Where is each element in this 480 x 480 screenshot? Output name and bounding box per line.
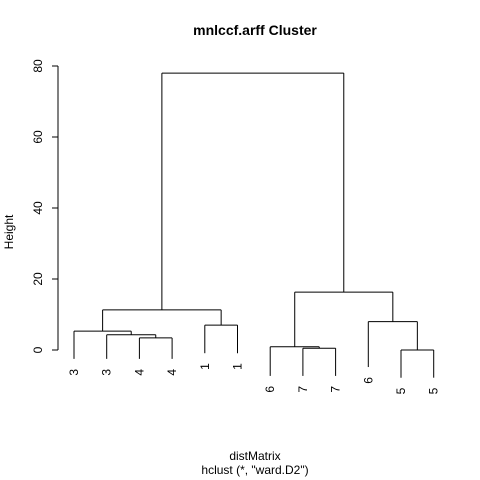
y-axis: 0 20 40 60 80 — [31, 59, 59, 353]
y-axis-label: Height — [2, 214, 16, 249]
y-tick-label-0: 0 — [31, 346, 45, 353]
leaf-label-2: 4 — [132, 369, 146, 376]
leaf-label-4: 1 — [198, 363, 212, 370]
leaf-label-6: 6 — [263, 386, 277, 393]
dendrogram-tree — [73, 72, 435, 378]
leaf-label-11: 5 — [427, 387, 441, 394]
leaf-label-1: 3 — [100, 369, 114, 376]
leaf-label-8: 7 — [329, 386, 343, 393]
y-tick-label-40: 40 — [31, 201, 45, 215]
leaf-label-7: 7 — [296, 386, 310, 393]
y-tick-label-60: 60 — [31, 130, 45, 144]
leaf-label-5: 1 — [231, 363, 245, 370]
leaf-labels: 3 3 4 4 1 1 6 7 7 6 5 5 — [67, 363, 441, 394]
x-axis-label: distMatrix — [229, 449, 280, 463]
leaf-label-3: 4 — [165, 369, 179, 376]
chart-title: mnlccf.arff Cluster — [193, 22, 317, 38]
leaf-label-9: 6 — [361, 377, 375, 384]
chart-subtitle: hclust (*, "ward.D2") — [201, 463, 308, 477]
y-tick-label-80: 80 — [31, 59, 45, 73]
leaf-label-0: 3 — [67, 369, 81, 376]
leaf-label-10: 5 — [394, 387, 408, 394]
y-tick-label-20: 20 — [31, 272, 45, 286]
